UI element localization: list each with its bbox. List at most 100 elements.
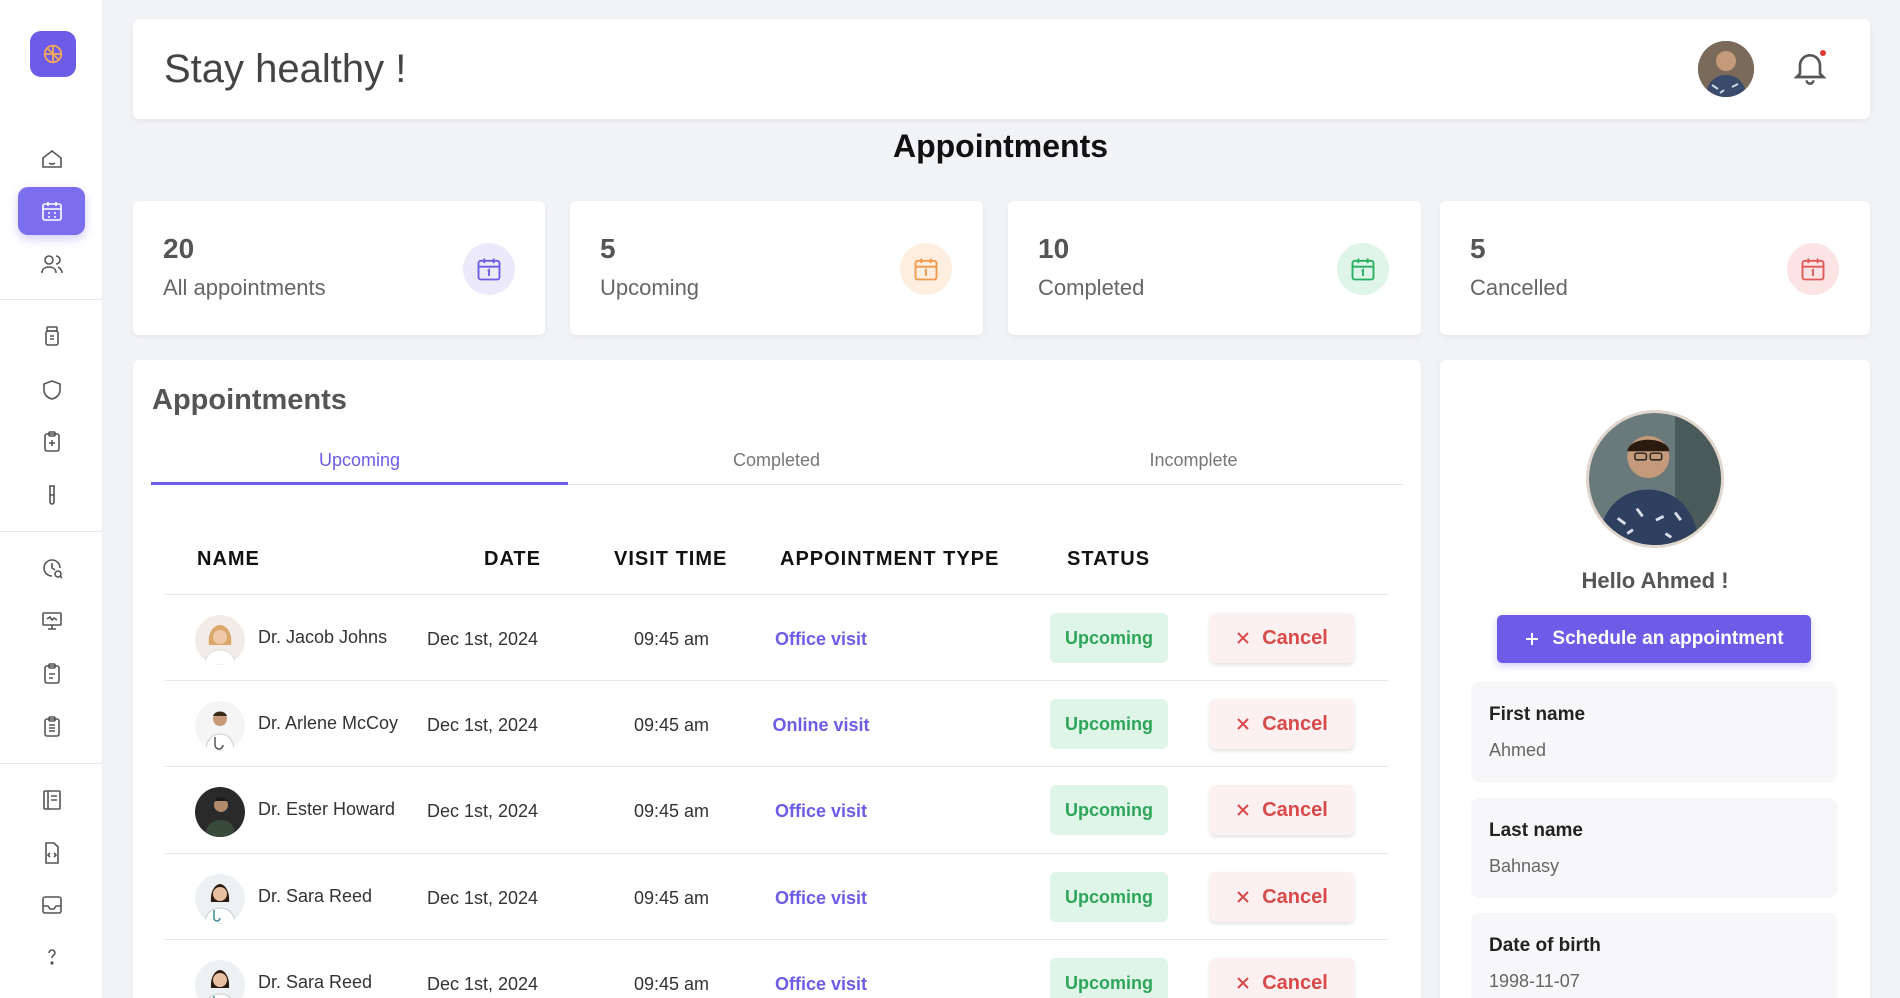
table-row[interactable]: Dr. Sara Reed Dec 1st, 2024 09:45 am Off… — [165, 939, 1388, 998]
avatar-image — [1589, 413, 1721, 545]
stat-count: 5 — [600, 233, 616, 264]
visit-time: 09:45 am — [634, 888, 710, 908]
stat-card-upcoming: 5 Upcoming — [570, 201, 983, 335]
first-name-field: First name Ahmed — [1471, 682, 1837, 782]
doctor-name: Dr. Sara Reed — [258, 886, 373, 906]
cancel-button[interactable]: Cancel — [1210, 699, 1354, 749]
field-label: Last name — [1489, 820, 1583, 841]
profile-avatar[interactable] — [1586, 410, 1724, 548]
doctor-avatar — [195, 874, 245, 924]
stat-count: 10 — [1038, 233, 1070, 264]
cancel-label: Cancel — [1262, 712, 1328, 735]
nav-help[interactable] — [18, 933, 85, 981]
nav-reports[interactable] — [18, 703, 85, 751]
appointment-date: Dec 1st, 2024 — [427, 974, 539, 994]
calendar-icon — [914, 258, 938, 281]
appointment-type: Office visit — [774, 801, 868, 821]
nav-medicine[interactable] — [18, 312, 85, 360]
table-row[interactable]: Dr. Ester Howard Dec 1st, 2024 09:45 am … — [165, 766, 1388, 852]
field-label: First name — [1489, 704, 1586, 725]
nav-files[interactable] — [18, 829, 85, 877]
column-header-status[interactable]: STATUS — [1067, 548, 1151, 570]
stat-label: Cancelled — [1470, 275, 1568, 300]
tab-completed[interactable]: Completed — [732, 450, 821, 470]
book-icon — [42, 790, 61, 810]
help-icon — [47, 949, 56, 965]
close-icon — [1237, 891, 1249, 903]
field-value: Bahnasy — [1489, 856, 1560, 876]
calendar-icon — [477, 258, 501, 281]
schedule-appointment-button[interactable]: Schedule an appointment — [1497, 615, 1811, 663]
doctor-avatar — [195, 615, 245, 665]
status-badge: Upcoming — [1050, 958, 1168, 998]
nav-telehealth[interactable] — [18, 597, 85, 645]
appointment-date: Dec 1st, 2024 — [427, 629, 539, 649]
notification-badge — [1818, 48, 1828, 58]
cancel-button[interactable]: Cancel — [1210, 872, 1354, 922]
medicine-bottle-icon — [44, 326, 59, 346]
appointment-type: Online visit — [772, 715, 870, 735]
visit-time: 09:45 am — [634, 974, 710, 994]
test-tube-icon — [48, 485, 55, 505]
logo-icon — [43, 44, 63, 64]
clipboard-icon — [43, 663, 60, 684]
close-icon — [1237, 804, 1249, 816]
home-icon — [41, 149, 62, 168]
nav-book[interactable] — [18, 776, 85, 824]
table-row[interactable]: Dr. Jacob Johns Dec 1st, 2024 09:45 am O… — [165, 594, 1388, 680]
field-label: Date of birth — [1489, 935, 1601, 956]
schedule-label: Schedule an appointment — [1552, 628, 1784, 649]
nav-home[interactable] — [18, 135, 85, 183]
column-header-name[interactable]: NAME — [197, 548, 260, 570]
nav-history[interactable] — [18, 544, 85, 592]
stat-label: Upcoming — [600, 275, 700, 300]
appointment-date: Dec 1st, 2024 — [427, 888, 539, 908]
nav-lab[interactable] — [18, 471, 85, 519]
stat-label: Completed — [1038, 275, 1145, 300]
table-row[interactable]: Dr. Sara Reed Dec 1st, 2024 09:45 am Off… — [165, 853, 1388, 939]
stat-icon-wrap — [1337, 243, 1389, 295]
column-header-date[interactable]: DATE — [484, 548, 541, 570]
doctor-name: Dr. Jacob Johns — [258, 627, 388, 647]
table-row[interactable]: Dr. Arlene McCoy Dec 1st, 2024 09:45 am … — [165, 680, 1388, 766]
nav-appointments[interactable] — [18, 187, 85, 235]
nav-insurance[interactable] — [18, 366, 85, 414]
tab-incomplete[interactable]: Incomplete — [1149, 450, 1238, 470]
sidebar — [0, 0, 103, 998]
nav-inbox[interactable] — [18, 881, 85, 929]
field-value: 1998-11-07 — [1489, 971, 1580, 991]
panel-title: Appointments — [152, 384, 347, 416]
column-header-appointment-type[interactable]: APPOINTMENT TYPE — [780, 548, 1000, 570]
stat-card-cancelled: 5 Cancelled — [1440, 201, 1870, 335]
nav-clipboard-plus[interactable] — [18, 418, 85, 466]
monitor-icon — [41, 612, 62, 630]
stat-card-all: 20 All appointments — [133, 201, 545, 335]
appointment-date: Dec 1st, 2024 — [427, 801, 539, 821]
stat-icon-wrap — [900, 243, 952, 295]
close-icon — [1237, 718, 1249, 730]
cancel-button[interactable]: Cancel — [1210, 785, 1354, 835]
avatar-image — [1698, 41, 1754, 97]
notification-bell-icon[interactable] — [1790, 47, 1830, 87]
appointments-panel: Appointments Upcoming Completed Incomple… — [133, 360, 1421, 998]
header-avatar[interactable] — [1698, 41, 1754, 97]
clipboard-list-icon — [43, 716, 60, 737]
calendar-icon — [41, 202, 62, 221]
cancel-label: Cancel — [1262, 798, 1328, 821]
column-header-visit-time[interactable]: VISIT TIME — [614, 548, 728, 570]
close-icon — [1237, 977, 1249, 989]
visit-time: 09:45 am — [634, 801, 710, 821]
cancel-button[interactable]: Cancel — [1210, 958, 1354, 998]
cancel-button[interactable]: Cancel — [1210, 613, 1354, 663]
nav-records[interactable] — [18, 650, 85, 698]
cancel-label: Cancel — [1262, 971, 1328, 994]
header-title: Stay healthy ! — [164, 47, 407, 91]
file-code-icon — [44, 842, 59, 864]
tab-upcoming[interactable]: Upcoming — [151, 444, 568, 485]
app-logo[interactable] — [30, 31, 76, 77]
nav-users[interactable] — [18, 240, 85, 288]
visit-time: 09:45 am — [634, 629, 710, 649]
stat-count: 5 — [1470, 233, 1486, 264]
doctor-avatar — [195, 701, 245, 751]
users-icon — [40, 255, 63, 274]
